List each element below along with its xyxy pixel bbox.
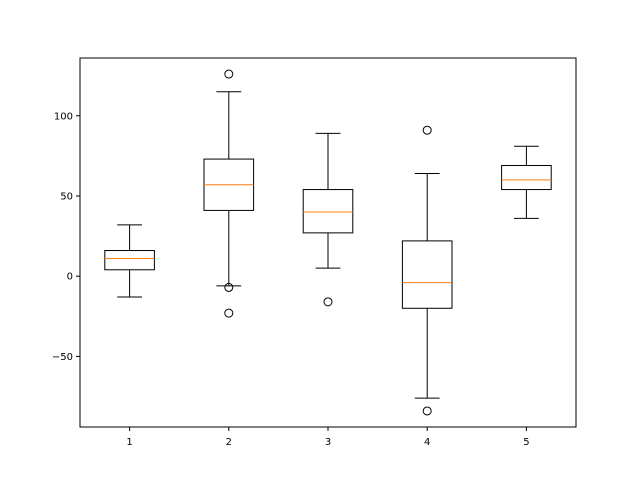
x-axis: 1 2 3 4 5 [126,427,530,448]
outlier-point [323,297,333,307]
x-tick-label: 3 [325,437,331,448]
y-tick-label: 100 [54,111,73,122]
box [501,164,552,191]
outlier-point [224,308,234,318]
box-group-1 [104,224,155,298]
x-tick-label: 4 [424,437,430,448]
outlier-point [422,125,432,135]
box-group-2 [203,69,255,318]
y-tick-label: 0 [67,272,73,283]
outlier-point [422,406,432,416]
outlier-point [224,282,234,292]
x-tick-label: 1 [126,437,132,448]
y-tick-label: −50 [52,352,73,363]
box [302,189,354,234]
plot-area-frame [79,57,577,428]
outlier-point [224,69,234,79]
x-tick-label: 2 [226,437,232,448]
box-plot-series [104,69,552,416]
box-group-4 [401,125,453,416]
y-axis: −50 0 50 100 [52,111,80,363]
box [401,240,453,309]
box-group-5 [501,145,552,219]
box [104,250,155,271]
x-tick-label: 5 [523,437,529,448]
y-tick-label: 50 [60,191,73,202]
box-group-3 [302,132,354,307]
